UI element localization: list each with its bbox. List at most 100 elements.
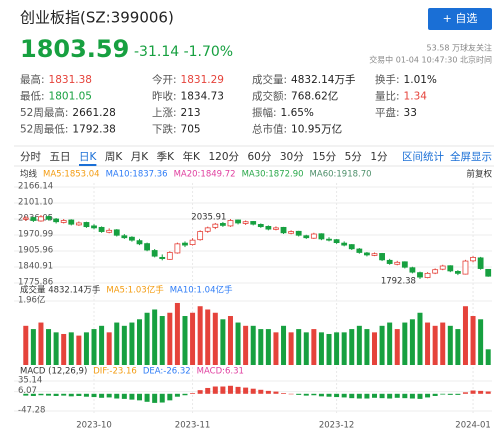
bar — [144, 312, 150, 365]
stat-value: 1834.73 — [181, 91, 224, 103]
bar — [364, 393, 370, 399]
bar — [394, 393, 400, 398]
bar — [46, 329, 52, 365]
extreme-label: 1792.38 — [381, 276, 416, 286]
stat-label: 52周最高: — [20, 106, 68, 119]
bar — [485, 349, 491, 365]
candle-body — [68, 219, 75, 225]
stat: 平盘: 33 — [375, 106, 417, 119]
candle-body — [113, 229, 120, 236]
bar — [114, 322, 120, 365]
candle-body — [401, 261, 408, 268]
tab[interactable]: 60分 — [248, 151, 272, 163]
legend-entry: DIF:-23.16 — [93, 367, 137, 377]
stat-value: 213 — [181, 107, 201, 119]
stat: 最高: 1831.38 — [20, 73, 92, 86]
candle-body — [22, 217, 29, 220]
tab[interactable]: 周K — [105, 151, 123, 163]
candle-body — [432, 269, 439, 274]
bar — [23, 393, 29, 396]
tab[interactable]: 年K — [183, 150, 201, 163]
y-tick-label: 1970.99 — [18, 230, 53, 240]
tab[interactable]: 分时 — [20, 151, 41, 163]
stat: 下跌: 705 — [152, 123, 201, 136]
bar — [144, 393, 150, 402]
bar — [258, 329, 264, 365]
bar — [432, 325, 438, 365]
candle-body — [280, 226, 287, 234]
bar — [258, 389, 264, 394]
bar — [288, 332, 294, 365]
bar — [243, 325, 249, 365]
bar — [447, 325, 453, 365]
candle-body — [182, 242, 188, 246]
tab[interactable]: 120分 — [208, 151, 239, 163]
legend-entry: 均线 — [20, 169, 38, 180]
y-tick-label: 2101.10 — [18, 197, 53, 207]
y-tick-label: 2166.14 — [18, 182, 53, 192]
candle-body — [409, 267, 416, 273]
legend-entry: 成交量 4832.14万手 — [20, 285, 101, 296]
bar — [394, 329, 400, 365]
bar — [129, 393, 135, 400]
tab-right[interactable]: 全屏显示 — [450, 150, 492, 163]
candle-body — [106, 229, 113, 233]
candle-body — [348, 244, 355, 250]
tab[interactable]: 30分 — [280, 151, 304, 163]
y-tick-label: 35.14 — [18, 376, 42, 386]
bar — [235, 322, 241, 365]
bar — [99, 325, 105, 365]
bar — [99, 393, 105, 398]
y-tick-label: 1905.96 — [18, 245, 53, 255]
bar — [281, 393, 287, 394]
bar — [152, 309, 158, 365]
x-tick-label: 2023-11 — [175, 421, 211, 431]
follow-label[interactable]: + 自选 — [443, 12, 478, 25]
stat: 总市值: 10.95万亿 — [252, 123, 342, 136]
stat: 上涨: 213 — [152, 107, 201, 119]
bar — [288, 393, 294, 395]
candle-body — [371, 253, 378, 256]
adjust[interactable]: 前复权 — [466, 169, 492, 180]
tab-right[interactable]: 区间统计 — [402, 150, 444, 163]
tab[interactable]: 月K — [131, 151, 149, 163]
stat-value: 1.34 — [404, 91, 428, 103]
candle-body — [250, 221, 257, 225]
candle-body — [364, 252, 370, 256]
candle-body — [265, 225, 272, 230]
bar — [281, 325, 287, 365]
bar — [182, 393, 188, 396]
watchers: 53.58 万球友关注 — [427, 43, 492, 53]
candle-body — [477, 257, 484, 269]
candle-body — [144, 243, 150, 251]
price: 1803.59 — [20, 35, 129, 63]
candle-body — [318, 233, 325, 240]
candle-body — [91, 225, 97, 229]
bar — [227, 385, 233, 394]
tab[interactable]: 日K — [79, 151, 97, 163]
bar — [364, 329, 370, 365]
x-tick-label: 2023-10 — [76, 421, 112, 431]
stat: 换手: 1.01% — [375, 73, 437, 86]
bar — [318, 393, 324, 397]
tab[interactable]: 5分 — [345, 151, 363, 163]
bar — [197, 306, 203, 365]
stat-value: 705 — [181, 124, 201, 136]
tab[interactable]: 五日 — [50, 151, 71, 163]
follow-button[interactable] — [428, 8, 492, 30]
tab[interactable]: 1分 — [370, 151, 388, 163]
bar — [23, 325, 29, 365]
bar — [53, 332, 59, 365]
bar — [91, 393, 97, 398]
candle-body — [166, 252, 173, 260]
bar — [167, 312, 173, 365]
tab[interactable]: 15分 — [312, 151, 336, 163]
stat-label: 振幅: — [252, 106, 277, 119]
candle-body — [242, 221, 249, 224]
bar — [83, 332, 89, 365]
y-tick-label: -47.28 — [18, 406, 45, 416]
bar — [341, 332, 347, 365]
bar — [462, 306, 468, 365]
bar — [432, 393, 438, 396]
tab[interactable]: 季K — [157, 151, 175, 163]
